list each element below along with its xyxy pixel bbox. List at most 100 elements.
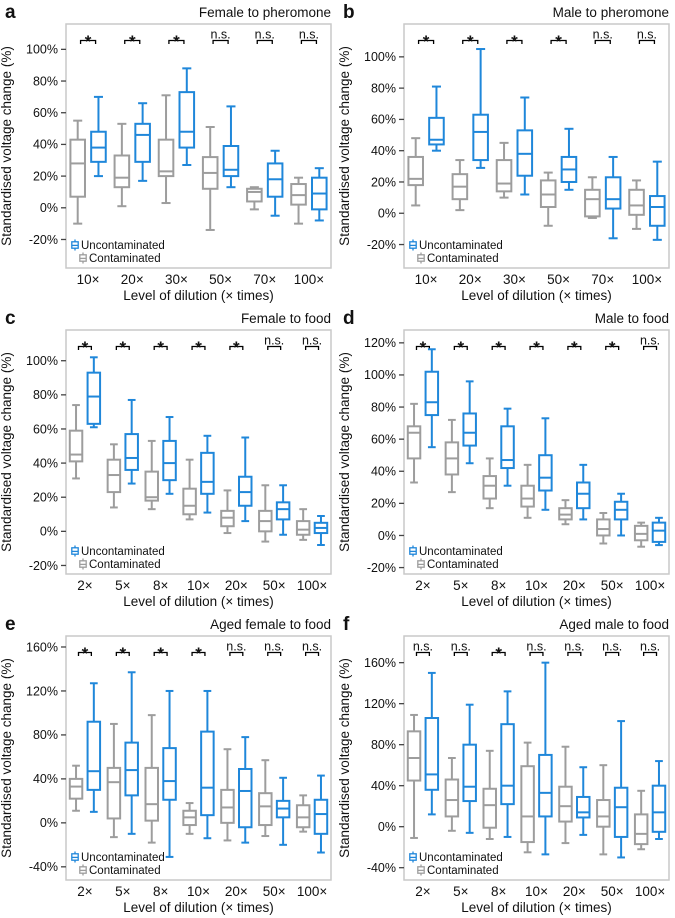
sig-bracket — [115, 651, 130, 656]
sig-label: * — [85, 32, 92, 51]
y-tick-label: -20% — [366, 238, 395, 252]
iqr-box — [495, 159, 512, 193]
plot-frame — [65, 23, 332, 269]
legend-label-contaminated: Contaminated — [89, 253, 161, 265]
x-tick-label: 20× — [225, 578, 248, 593]
sig-label: n.s. — [592, 28, 612, 42]
y-tick-label: 0% — [40, 201, 58, 215]
legend-label-uncontaminated: Uncontaminated — [81, 852, 165, 864]
boxplot-uncontaminated — [238, 436, 253, 523]
iqr-box — [406, 155, 424, 187]
y-tick-label: 100% — [26, 43, 58, 57]
x-tick-label: 20× — [121, 272, 144, 287]
boxplot-contaminated — [451, 159, 468, 212]
sig-label: * — [129, 32, 136, 51]
x-tick-label: 30× — [502, 272, 525, 287]
y-tick-label: 40% — [33, 772, 58, 786]
boxplot-uncontaminated — [124, 671, 139, 835]
sig-label: * — [555, 32, 562, 51]
boxplot-uncontaminated — [222, 105, 240, 189]
x-tick-label: 50× — [263, 578, 286, 593]
boxplot-contaminated — [406, 713, 421, 839]
y-axis-title: Standardised voltage change (%) — [338, 658, 352, 858]
sig-bracket — [77, 651, 93, 656]
boxplot-contaminated — [113, 122, 131, 208]
x-tick-label: 8× — [153, 884, 168, 899]
sig-bracket — [549, 39, 567, 44]
sig-label: n.s. — [450, 640, 470, 654]
iqr-box — [461, 412, 477, 447]
iqr-box — [651, 521, 666, 543]
sig-bracket — [191, 345, 206, 350]
x-tick-label: 30× — [165, 272, 188, 287]
x-tick-label: 2× — [77, 884, 92, 899]
plot-frame — [402, 329, 670, 575]
boxplot-contaminated — [406, 402, 421, 484]
boxplot-contaminated — [144, 714, 159, 844]
sig-bracket — [453, 651, 468, 656]
y-tick-label: -40% — [366, 861, 395, 875]
x-tick-label: 100× — [631, 272, 661, 287]
iqr-box — [627, 188, 645, 216]
sig-label: n.s. — [226, 640, 246, 654]
panel-letter: c — [5, 308, 16, 329]
legend-label-contaminated: Contaminated — [89, 865, 161, 877]
sig-label: * — [195, 644, 202, 663]
sig-bracket — [256, 39, 273, 44]
y-tick-label: 100% — [364, 368, 396, 382]
x-tick-label: 20× — [562, 578, 585, 593]
boxplot-uncontaminated — [648, 160, 666, 241]
y-tick-label: 40% — [33, 138, 58, 152]
boxplot-uncontaminated — [86, 356, 102, 429]
boxplot-uncontaminated — [266, 149, 284, 217]
y-axis-title: Standardised voltage change (%) — [0, 46, 14, 246]
x-axis-title: Level of dilution (× times) — [461, 900, 611, 915]
panel-a: a Female to pheromone -20% 0% 20% 40% 60% 80% 10… — [0, 2, 332, 303]
boxplot-uncontaminated — [461, 703, 477, 834]
boxplot-contaminated — [68, 764, 84, 812]
legend-label-contaminated: Contaminated — [427, 253, 499, 265]
panel-title: Aged female to food — [210, 617, 331, 632]
legend-marker-uncontaminated — [408, 545, 417, 557]
x-tick-label: 8× — [490, 578, 505, 593]
sig-label: * — [157, 338, 164, 357]
y-tick-label: 120% — [26, 684, 58, 698]
iqr-box — [519, 765, 535, 844]
panel-b: b Male to pheromone -20% 0% 20% 40% 60% 80% 100%… — [338, 2, 670, 303]
y-tick-label: -20% — [29, 559, 58, 573]
iqr-box — [482, 787, 497, 829]
boxplot-uncontaminated — [162, 689, 177, 858]
x-axis-title: Level of dilution (× times) — [123, 288, 273, 303]
iqr-box — [444, 778, 459, 818]
panel-d: d Male to food -20% 0% 20% 40% 60% 80% 100% 120% S… — [338, 308, 670, 609]
legend-label-uncontaminated: Uncontaminated — [419, 546, 503, 558]
x-tick-label: 70× — [253, 272, 276, 287]
boxplot-uncontaminated — [162, 416, 177, 495]
y-tick-label: 80% — [370, 81, 395, 95]
boxplot-contaminated — [557, 499, 573, 526]
sig-bracket — [638, 39, 655, 44]
sig-label: n.s. — [526, 640, 546, 654]
x-tick-label: 100× — [294, 272, 324, 287]
sig-bracket — [267, 345, 282, 350]
sig-bracket — [229, 345, 244, 350]
boxplot-uncontaminated — [651, 516, 666, 547]
x-tick-label: 2× — [415, 884, 430, 899]
iqr-box — [124, 741, 139, 797]
boxplot-contaminated — [220, 489, 235, 535]
boxplot-contaminated — [220, 748, 235, 842]
iqr-box — [613, 786, 628, 838]
iqr-box — [482, 475, 497, 500]
boxplot-uncontaminated — [200, 434, 215, 514]
iqr-box — [258, 792, 273, 827]
y-tick-label: 160% — [364, 656, 396, 670]
boxplot-uncontaminated — [651, 760, 666, 840]
legend-marker-contaminated — [416, 558, 425, 570]
boxplot-uncontaminated — [86, 682, 102, 813]
boxplot-contaminated — [69, 119, 86, 225]
iqr-box — [144, 470, 159, 502]
iqr-box — [144, 766, 159, 822]
sig-label: * — [119, 338, 126, 357]
x-tick-label: 50× — [263, 884, 286, 899]
